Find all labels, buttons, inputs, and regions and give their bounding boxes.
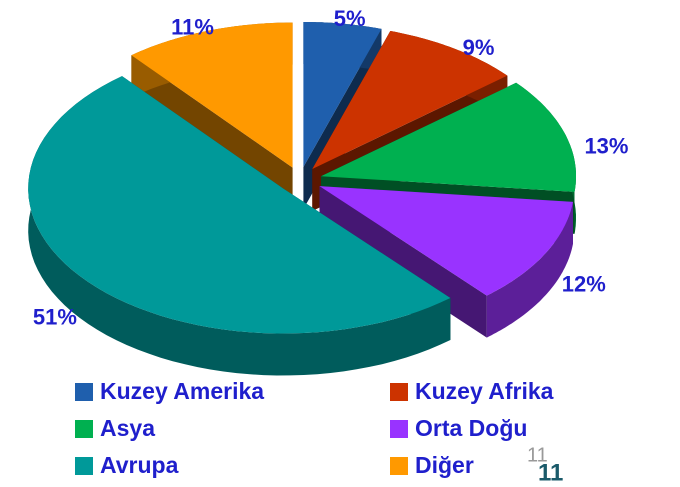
legend-label: Avrupa: [100, 452, 179, 478]
data-label: 9%: [463, 35, 495, 60]
slice-side: [28, 76, 451, 376]
slice: [28, 76, 451, 334]
slice-side: [486, 201, 573, 338]
legend-label: Orta Doğu: [415, 415, 527, 441]
slide-number-placeholder: 11: [527, 444, 548, 466]
data-label: 5%: [334, 6, 366, 31]
slice: [312, 31, 508, 169]
legend-swatch: [390, 383, 408, 401]
legend-label: Asya: [100, 415, 155, 441]
legend-label: Diğer: [415, 452, 474, 478]
legend-label: Kuzey Afrika: [415, 378, 554, 404]
legend-swatch: [75, 383, 93, 401]
slide-number: 11: [538, 459, 563, 486]
slice: [319, 186, 573, 296]
data-label: 11%: [171, 15, 214, 40]
data-label: 51%: [33, 305, 77, 330]
legend-swatch: [75, 420, 93, 438]
slice: [321, 82, 576, 192]
legend-swatch: [75, 457, 93, 475]
legend-swatch: [390, 420, 408, 438]
legend-label: Kuzey Amerika: [100, 378, 264, 404]
slice: [131, 22, 293, 168]
legend-swatch: [390, 457, 408, 475]
data-label: 12%: [562, 272, 606, 297]
data-label: 13%: [584, 134, 628, 159]
slice: [303, 22, 382, 167]
